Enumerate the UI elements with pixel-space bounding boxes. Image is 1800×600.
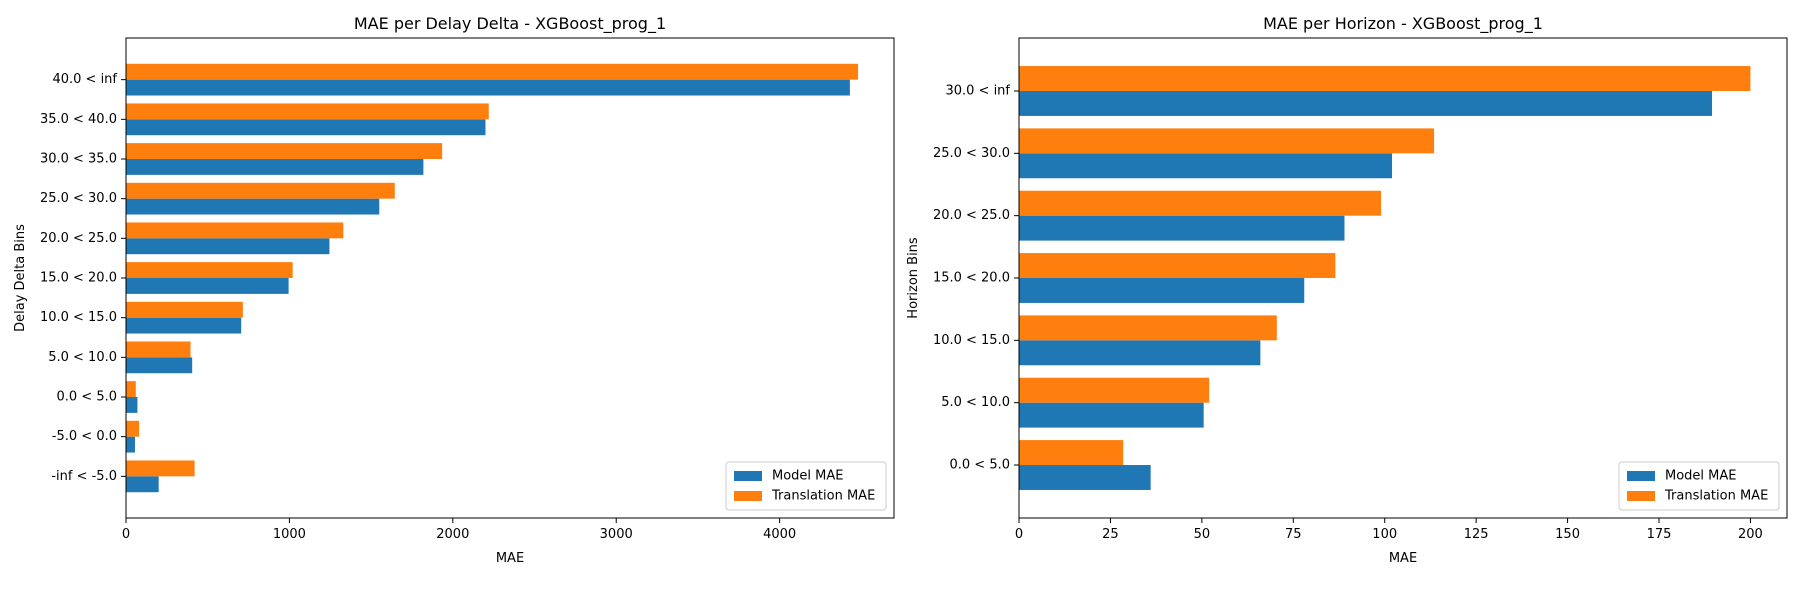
y-tick-label: 0.0 < 5.0 bbox=[949, 458, 1010, 473]
y-axis-label: Horizon Bins bbox=[906, 237, 921, 319]
y-tick-label: 15.0 < 20.0 bbox=[40, 271, 117, 286]
legend: Model MAE Translation MAE bbox=[725, 461, 887, 511]
bar-translation-2 bbox=[1019, 315, 1277, 341]
bar-model-7 bbox=[126, 198, 380, 215]
y-tick-label: 20.0 < 25.0 bbox=[933, 208, 1010, 223]
bar-model-6 bbox=[126, 238, 330, 255]
x-tick-label: 25 bbox=[1102, 527, 1119, 542]
x-tick-label: 150 bbox=[1555, 527, 1580, 542]
x-tick-label: 3000 bbox=[600, 527, 633, 542]
bar-translation-3 bbox=[1019, 253, 1336, 278]
bar-model-3 bbox=[126, 357, 193, 374]
y-tick-label: 20.0 < 25.0 bbox=[40, 231, 117, 246]
legend-label: Model MAE bbox=[772, 469, 844, 484]
bar-translation-6 bbox=[126, 222, 344, 239]
axes-frame bbox=[1018, 37, 1788, 519]
y-tick-label: 10.0 < 15.0 bbox=[40, 310, 117, 325]
bar-model-5 bbox=[126, 278, 289, 294]
bar-translation-0 bbox=[1019, 440, 1124, 466]
y-tick-label: 30.0 < inf bbox=[945, 83, 1010, 98]
x-tick-label: 200 bbox=[1738, 527, 1763, 542]
bar-translation-6 bbox=[1019, 66, 1751, 91]
bar-model-5 bbox=[1019, 153, 1393, 179]
x-tick-label: 1000 bbox=[273, 527, 306, 542]
legend-box bbox=[1618, 461, 1780, 511]
bar-translation-8 bbox=[126, 143, 443, 159]
legend-swatch-translation bbox=[734, 491, 762, 501]
y-tick-label: 40.0 < inf bbox=[52, 72, 117, 87]
legend-label: Translation MAE bbox=[771, 489, 875, 504]
bar-model-1 bbox=[1019, 402, 1204, 428]
bar-model-2 bbox=[1019, 340, 1261, 366]
chart-1: -inf < -5.0 -5.0 < 0.0 0.0 < 5.0 5.0 < 10.0… bbox=[13, 14, 895, 566]
bar-translation-0 bbox=[126, 460, 195, 477]
y-tick-label: -inf < -5.0 bbox=[51, 469, 117, 484]
legend-box bbox=[725, 461, 887, 511]
legend-swatch-model bbox=[1627, 471, 1655, 481]
y-tick-label: 10.0 < 15.0 bbox=[933, 333, 1010, 348]
bar-translation-4 bbox=[126, 301, 243, 318]
x-axis-label: MAE bbox=[496, 551, 524, 566]
legend: Model MAE Translation MAE bbox=[1618, 461, 1780, 511]
bar-model-6 bbox=[1019, 90, 1713, 116]
legend-swatch-model bbox=[734, 471, 762, 481]
y-tick-label: 35.0 < 40.0 bbox=[40, 112, 117, 127]
x-tick-label: 175 bbox=[1647, 527, 1672, 542]
bar-model-4 bbox=[1019, 215, 1345, 241]
x-tick-label: 4000 bbox=[763, 527, 796, 542]
bar-translation-1 bbox=[1019, 377, 1210, 403]
y-tick-label: 30.0 < 35.0 bbox=[40, 151, 117, 166]
y-tick-label: 25.0 < 30.0 bbox=[40, 191, 117, 206]
bar-model-4 bbox=[126, 317, 242, 334]
bar-translation-5 bbox=[1019, 128, 1435, 154]
y-tick-label: 25.0 < 30.0 bbox=[933, 146, 1010, 161]
bar-translation-3 bbox=[126, 341, 191, 358]
x-tick-label: 125 bbox=[1464, 527, 1489, 542]
y-tick-label: 0.0 < 5.0 bbox=[56, 390, 117, 405]
bar-model-2 bbox=[126, 397, 138, 413]
x-tick-label: 0 bbox=[1015, 527, 1023, 542]
x-axis-label: MAE bbox=[1389, 551, 1417, 566]
x-tick-label: 100 bbox=[1372, 527, 1397, 542]
bar-translation-7 bbox=[126, 182, 395, 199]
bar-model-0 bbox=[126, 476, 159, 493]
bar-model-1 bbox=[126, 436, 135, 453]
y-tick-label: 5.0 < 10.0 bbox=[941, 395, 1010, 410]
chart-title: MAE per Delay Delta - XGBoost_prog_1 bbox=[354, 14, 666, 34]
bar-translation-5 bbox=[126, 262, 293, 278]
x-tick-label: 75 bbox=[1285, 527, 1302, 542]
x-tick-label: 0 bbox=[122, 527, 130, 542]
y-tick-label: 15.0 < 20.0 bbox=[933, 271, 1010, 286]
y-axis-label: Delay Delta Bins bbox=[13, 224, 28, 332]
bar-translation-9 bbox=[126, 103, 489, 120]
bar-model-0 bbox=[1019, 465, 1151, 490]
x-tick-label: 50 bbox=[1194, 527, 1211, 542]
axes-frame bbox=[125, 37, 895, 519]
bar-translation-4 bbox=[1019, 190, 1382, 216]
bar-model-10 bbox=[126, 79, 850, 96]
legend-swatch-translation bbox=[1627, 491, 1655, 501]
legend-label: Model MAE bbox=[1665, 469, 1737, 484]
bar-translation-1 bbox=[126, 420, 140, 437]
bar-model-9 bbox=[126, 119, 486, 136]
bar-model-8 bbox=[126, 158, 424, 175]
y-tick-label: 5.0 < 10.0 bbox=[48, 350, 117, 365]
legend-label: Translation MAE bbox=[1664, 489, 1768, 504]
bar-translation-10 bbox=[126, 63, 859, 80]
x-tick-label: 2000 bbox=[436, 527, 469, 542]
bar-translation-2 bbox=[126, 381, 136, 398]
bar-model-3 bbox=[1019, 278, 1305, 303]
chart-title: MAE per Horizon - XGBoost_prog_1 bbox=[1263, 14, 1543, 34]
y-tick-label: -5.0 < 0.0 bbox=[52, 429, 117, 444]
chart-2: 0.0 < 5.0 5.0 < 10.0 10.0 < 15.0 15.0 < 20.… bbox=[906, 14, 1788, 566]
